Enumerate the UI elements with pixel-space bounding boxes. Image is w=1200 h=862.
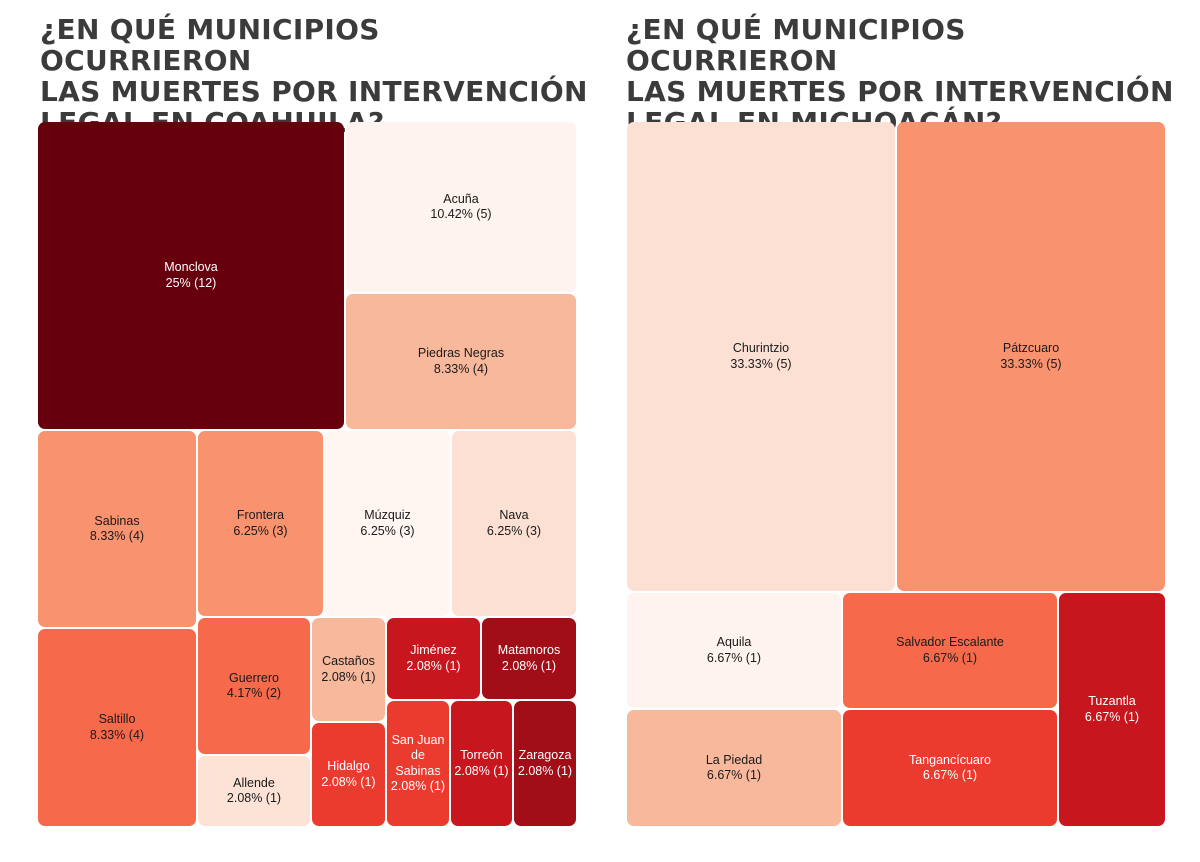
treemap-tile-castanos: Castaños 2.08% (1) xyxy=(312,618,385,721)
treemap-tile-salvador-escalante: Salvador Escalante 6.67% (1) xyxy=(843,593,1057,708)
treemap-tile-churintzio: Churintzio 33.33% (5) xyxy=(627,122,895,591)
tile-label-value: 2.08% (1) xyxy=(501,658,557,673)
tile-label-value: 6.67% (1) xyxy=(922,650,978,665)
tile-label-value: 6.67% (1) xyxy=(1084,709,1140,724)
tile-label-value: 2.08% (1) xyxy=(321,669,376,684)
treemap-tile-aquila: Aquila 6.67% (1) xyxy=(627,593,841,708)
treemap-tile-saltillo: Saltillo 8.33% (4) xyxy=(38,629,196,826)
tile-label-name: Guerrero xyxy=(228,670,280,685)
treemap-tile-monclova: Monclova 25% (12) xyxy=(38,122,344,429)
tile-label-name: Monclova xyxy=(164,260,218,274)
tile-label-value: 2.08% (1) xyxy=(390,779,446,793)
treemap-tile-torreon: Torreón 2.08% (1) xyxy=(451,701,512,826)
tile-label-name: Aquila xyxy=(716,635,752,649)
tile-label-value: 2.08% (1) xyxy=(454,763,509,778)
tile-label-name: Allende xyxy=(233,775,275,790)
treemap-tile-frontera: Frontera 6.25% (3) xyxy=(198,431,323,616)
tile-label-value: 6.25% (3) xyxy=(486,523,542,538)
tile-label-name: Saltillo xyxy=(98,712,136,726)
tile-label-value: 6.25% (3) xyxy=(360,523,415,538)
tile-label-value: 10.42% (5) xyxy=(430,207,492,221)
treemap-tile-allende: Allende 2.08% (1) xyxy=(198,756,310,826)
tile-label-value: 2.08% (1) xyxy=(226,791,282,805)
tile-label-name: Nava xyxy=(499,508,529,522)
treemap-tile-piedras-negras: Piedras Negras 8.33% (4) xyxy=(346,294,576,429)
tile-label-name: Piedras Negras xyxy=(417,346,505,360)
treemap-tile-tuzantla: Tuzantla 6.67% (1) xyxy=(1059,593,1165,826)
treemap-tile-la-piedad: La Piedad 6.67% (1) xyxy=(627,710,841,826)
tile-label-name: Jiménez xyxy=(410,643,457,657)
tile-label-name: Castaños xyxy=(322,654,375,668)
tile-label-value: 6.67% (1) xyxy=(706,768,762,782)
tile-label-name: Matamoros xyxy=(497,643,561,657)
tile-label-name: Múzquiz xyxy=(364,508,411,522)
tile-label-name: Churintzio xyxy=(732,341,790,355)
michoacan-treemap: Churintzio 33.33% (5) Pátzcuaro 33.33% (5) A… xyxy=(627,122,1165,826)
tile-label-name: Salvador Escalante xyxy=(896,635,1004,649)
tile-label-value: 33.33% (5) xyxy=(730,356,792,371)
tile-label-value: 6.67% (1) xyxy=(706,650,762,665)
tile-label-name: Frontera xyxy=(236,508,285,522)
tile-label-name: San Juan de Sabinas xyxy=(391,732,445,778)
treemap-tile-zaragoza: Zaragoza 2.08% (1) xyxy=(514,701,576,826)
tile-label-name: Tangancícuaro xyxy=(908,752,991,767)
treemap-tile-patzcuaro: Pátzcuaro 33.33% (5) xyxy=(897,122,1165,591)
treemap-tile-matamoros: Matamoros 2.08% (1) xyxy=(482,618,576,699)
treemap-tile-guerrero: Guerrero 4.17% (2) xyxy=(198,618,310,754)
treemap-tile-jimenez: Jiménez 2.08% (1) xyxy=(387,618,480,699)
tile-label-value: 25% (12) xyxy=(165,275,217,290)
tile-label-name: Zaragoza xyxy=(518,748,572,762)
tile-label-value: 6.25% (3) xyxy=(233,523,288,538)
tile-label-value: 8.33% (4) xyxy=(89,727,145,742)
treemap-tile-san-juan-de-sabinas: San Juan de Sabinas 2.08% (1) xyxy=(387,701,449,826)
treemap-tile-tangancicuaro: Tangancícuaro 6.67% (1) xyxy=(843,710,1057,826)
treemap-tile-nava: Nava 6.25% (3) xyxy=(452,431,576,616)
tile-label-name: Hidalgo xyxy=(327,759,370,773)
tile-label-name: Tuzantla xyxy=(1088,694,1136,708)
treemap-tile-sabinas: Sabinas 8.33% (4) xyxy=(38,431,196,627)
tile-label-value: 4.17% (2) xyxy=(226,686,282,700)
tile-label-value: 6.67% (1) xyxy=(922,768,978,782)
tile-label-value: 2.08% (1) xyxy=(517,763,573,778)
treemap-tile-hidalgo: Hidalgo 2.08% (1) xyxy=(312,723,385,826)
treemap-tile-acuna: Acuña 10.42% (5) xyxy=(346,122,576,292)
tile-label-name: Torreón xyxy=(460,748,503,762)
tile-label-name: La Piedad xyxy=(705,752,763,767)
tile-label-value: 2.08% (1) xyxy=(321,774,376,789)
coahuila-treemap: Monclova 25% (12) Acuña 10.42% (5) Piedras N… xyxy=(38,122,576,826)
tile-label-name: Acuña xyxy=(443,191,479,206)
treemap-tile-muzquiz: Múzquiz 6.25% (3) xyxy=(325,431,450,616)
coahuila-title: ¿EN QUÉ MUNICIPIOS OCURRIERON LAS MUERTE… xyxy=(40,13,588,138)
tile-label-value: 8.33% (4) xyxy=(89,529,145,543)
tile-label-value: 2.08% (1) xyxy=(406,658,461,673)
michoacan-title: ¿EN QUÉ MUNICIPIOS OCURRIERON LAS MUERTE… xyxy=(626,13,1174,139)
tile-label-value: 33.33% (5) xyxy=(1000,356,1062,371)
tile-label-name: Pátzcuaro xyxy=(1002,341,1060,355)
tile-label-value: 8.33% (4) xyxy=(433,361,489,376)
tile-label-name: Sabinas xyxy=(94,513,140,528)
